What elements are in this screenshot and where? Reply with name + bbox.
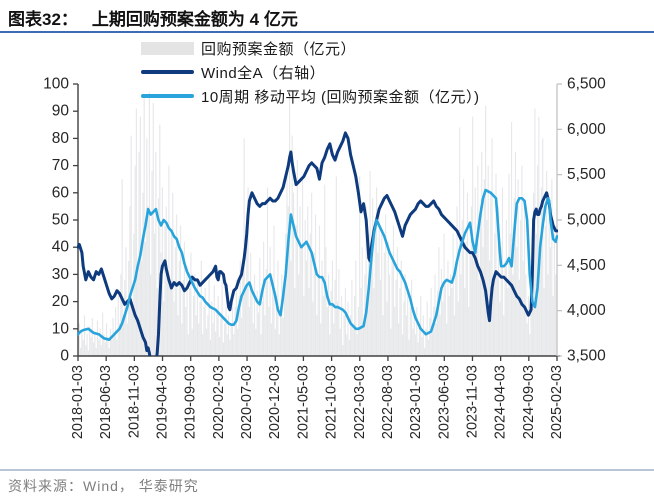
svg-text:50: 50: [52, 212, 70, 229]
svg-text:60: 60: [52, 184, 70, 201]
legend-item-moving-average: 10周期 移动平均 (回购预案金额（亿元）): [141, 84, 480, 108]
moving-average-line: [77, 188, 558, 341]
svg-text:4,500: 4,500: [567, 257, 606, 274]
svg-text:6,500: 6,500: [567, 76, 606, 93]
svg-text:2019-09-03: 2019-09-03: [183, 365, 199, 439]
svg-text:2023-11-03: 2023-11-03: [464, 365, 480, 438]
dark-line-swatch: [141, 70, 194, 74]
wind-all-a-line: [77, 131, 558, 356]
svg-text:2018-06-03: 2018-06-03: [98, 365, 114, 439]
figure-number: 图表32：: [8, 10, 78, 29]
source-note: 资料来源：Wind， 华泰研究: [8, 478, 199, 494]
svg-text:2021-10-03: 2021-10-03: [324, 365, 340, 439]
svg-text:2023-01-03: 2023-01-03: [408, 365, 424, 439]
svg-text:6,000: 6,000: [567, 121, 606, 138]
bar-swatch: [141, 41, 194, 55]
title-rule: [0, 31, 654, 33]
svg-text:40: 40: [52, 239, 70, 256]
svg-text:70: 70: [52, 157, 70, 174]
y-axis-left: 0 10 20 30 40 50 60 70 80 90 100: [43, 76, 78, 365]
svg-text:2018-01-03: 2018-01-03: [70, 365, 86, 439]
svg-text:10: 10: [52, 320, 70, 337]
legend-label: Wind全A（右轴）: [201, 64, 326, 82]
svg-text:5,500: 5,500: [567, 166, 606, 183]
figure-title-text: 上期回购预案金额为 4 亿元: [91, 10, 298, 29]
figure-title: 图表32： 上期回购预案金额为 4 亿元: [8, 5, 654, 30]
svg-text:30: 30: [52, 266, 70, 283]
svg-text:2024-04-03: 2024-04-03: [493, 365, 509, 439]
svg-text:2020-07-03: 2020-07-03: [239, 365, 255, 439]
svg-text:2020-12-03: 2020-12-03: [267, 365, 283, 439]
bars-series: [77, 89, 558, 356]
svg-text:2018-11-03: 2018-11-03: [126, 365, 142, 438]
svg-text:100: 100: [43, 76, 69, 93]
svg-text:0: 0: [60, 348, 69, 365]
svg-text:2023-06-03: 2023-06-03: [436, 365, 452, 439]
legend-label: 10周期 移动平均 (回购预案金额（亿元）): [201, 88, 480, 106]
svg-text:2022-03-03: 2022-03-03: [352, 365, 368, 439]
svg-text:20: 20: [52, 293, 70, 310]
y-axis-right: 3,500 4,000 4,500 5,000 5,500 6,000 6,500: [557, 76, 606, 365]
footer-rule: [0, 469, 654, 471]
svg-text:2024-09-03: 2024-09-03: [521, 365, 537, 439]
legend-item-buyback-bars: 回购预案金额（亿元）: [141, 36, 480, 60]
svg-text:2020-02-03: 2020-02-03: [211, 365, 227, 439]
chart-legend: 回购预案金额（亿元） Wind全A（右轴） 10周期 移动平均 (回购预案金额（…: [141, 36, 480, 108]
svg-text:4,000: 4,000: [567, 302, 606, 319]
svg-text:2022-08-03: 2022-08-03: [380, 365, 396, 439]
svg-text:3,500: 3,500: [567, 348, 606, 365]
light-line-swatch: [141, 94, 194, 98]
legend-label: 回购预案金额（亿元）: [201, 40, 357, 58]
svg-text:90: 90: [52, 103, 70, 120]
svg-text:5,000: 5,000: [567, 212, 606, 229]
svg-text:80: 80: [52, 130, 70, 147]
legend-item-wind-a: Wind全A（右轴）: [141, 60, 480, 84]
svg-text:2025-02-03: 2025-02-03: [549, 365, 565, 439]
x-axis: 2018-01-03 2018-06-03 2018-11-03 2019-04-03…: [70, 356, 565, 439]
svg-text:2019-04-03: 2019-04-03: [155, 365, 171, 439]
svg-text:2021-05-03: 2021-05-03: [295, 365, 311, 439]
